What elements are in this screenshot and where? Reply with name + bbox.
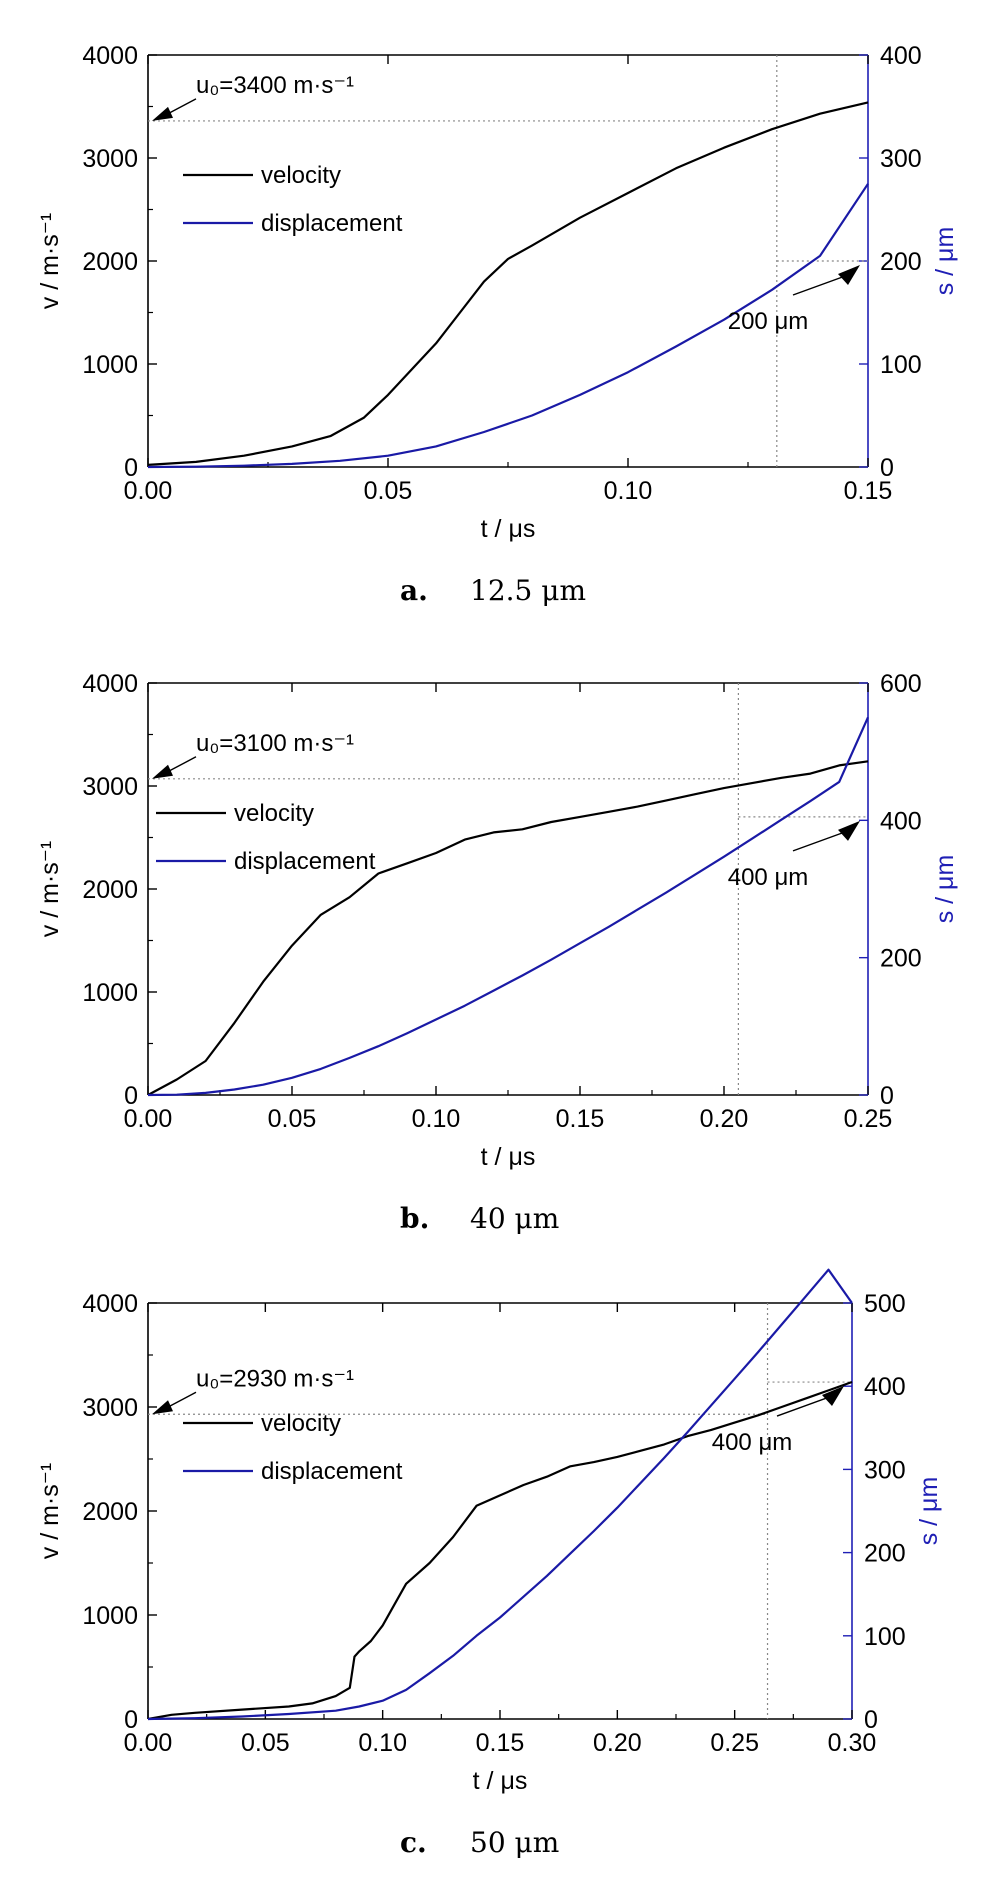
panel-a-displacement-arrow-head <box>838 265 860 285</box>
panel-b-y-right-tick-label: 400 <box>880 807 922 835</box>
panel-a-y-left-tick-label: 3000 <box>82 145 138 173</box>
panel-c-y-left-tick-label: 4000 <box>82 1290 138 1318</box>
panel-b-x-tick-label: 0.15 <box>556 1105 605 1133</box>
panel-a-x-tick-label: 0.10 <box>604 477 653 505</box>
panel-b-x-tick-label: 0.05 <box>268 1105 317 1133</box>
panel-b-displacement-annotation: 400 μm <box>728 864 809 891</box>
panel-a-y-right-axis-label: s / μm <box>931 227 959 296</box>
panel-c-y-left-axis-label: v / m·s⁻¹ <box>36 1463 64 1560</box>
panel-b-y-right-tick-label: 0 <box>880 1082 894 1110</box>
panel-c-y-right-axis-label: s / μm <box>915 1477 943 1546</box>
panel-b-series-displacement <box>147 716 870 1097</box>
panel-c-x-tick-label: 0.15 <box>476 1729 525 1757</box>
panel-b-series-velocity <box>147 760 869 1096</box>
panel-c-y-right-tick-label: 0 <box>864 1706 878 1734</box>
panel-c-legend-displacement-label: displacement <box>261 1458 403 1485</box>
panel-a-y-left-axis-label: v / m·s⁻¹ <box>36 213 64 310</box>
panel-a-y-left-tick-label: 4000 <box>82 42 138 70</box>
panel-c-y-left-tick-label: 1000 <box>82 1602 138 1630</box>
panel-c-y-left-tick-label: 3000 <box>82 1394 138 1422</box>
panel-a-caption-letter: a. <box>400 574 428 607</box>
panel-c-velocity-annotation: u₀=2930 m·s⁻¹ <box>196 1365 354 1392</box>
panel-a-y-right-tick-label: 400 <box>880 42 922 70</box>
panel-c-legend-velocity-label: velocity <box>261 1410 341 1437</box>
panel-b-y-left-axis-label: v / m·s⁻¹ <box>36 841 64 938</box>
panel-a-y-left-tick-label: 1000 <box>82 351 138 379</box>
panel-c-x-tick-label: 0.10 <box>358 1729 407 1757</box>
panel-a-y-right-tick-label: 0 <box>880 454 894 482</box>
panel-c-x-axis-label: t / μs <box>473 1767 528 1795</box>
panel-a-legend-velocity-label: velocity <box>261 162 341 189</box>
panel-c-velocity-arrow-head <box>152 1400 173 1415</box>
panel-b-displacement-arrow-head <box>838 820 860 841</box>
panel-b-legend-velocity-label: velocity <box>234 800 314 827</box>
panel-c-y-left-tick-label: 0 <box>124 1706 138 1734</box>
panel-c-series-displacement <box>147 1268 853 1721</box>
panel-c-x-tick-label: 0.30 <box>828 1729 877 1757</box>
panel-b-x-axis-label: t / μs <box>481 1143 536 1171</box>
panel-c-x-tick-label: 0.00 <box>124 1729 173 1757</box>
panel-b-caption-text: 40 μm <box>470 1202 559 1235</box>
panel-c-y-right-tick-label: 300 <box>864 1456 906 1484</box>
panel-b-legend-displacement-label: displacement <box>234 848 376 875</box>
panel-b-y-right-axis-label: s / μm <box>931 855 959 924</box>
panel-a-x-axis-label: t / μs <box>481 515 536 543</box>
panel-c-y-left-tick-label: 2000 <box>82 1498 138 1526</box>
panel-a-legend-displacement-label: displacement <box>261 210 403 237</box>
panel-c-displacement-annotation: 400 μm <box>712 1429 793 1456</box>
panel-c-displacement-arrow-line <box>776 1395 833 1417</box>
panel-a-series-displacement <box>147 183 869 469</box>
panel-a-y-right-tick-label: 100 <box>880 351 922 379</box>
panel-c-series-velocity <box>147 1380 853 1721</box>
panel-b-y-right-tick-label: 200 <box>880 945 922 973</box>
panel-a-y-right-tick-label: 300 <box>880 145 922 173</box>
panel-b-y-right-tick-label: 600 <box>880 670 922 698</box>
panel-a-y-left-tick-label: 0 <box>124 454 138 482</box>
panel-b-y-left-tick-label: 2000 <box>82 876 138 904</box>
panel-a-x-tick-label: 0.05 <box>364 477 413 505</box>
panel-a-y-right-tick-label: 200 <box>880 248 922 276</box>
panel-c-displacement-arrow-head <box>822 1386 844 1407</box>
panel-b-caption-letter: b. <box>400 1202 429 1235</box>
panel-c-y-right-tick-label: 200 <box>864 1540 906 1568</box>
panel-b-y-left-tick-label: 0 <box>124 1082 138 1110</box>
panel-b-y-left-tick-label: 1000 <box>82 979 138 1007</box>
panel-a-displacement-annotation: 200 μm <box>728 308 809 335</box>
panel-a-displacement-arrow-line <box>792 274 849 296</box>
panel-c-x-tick-label: 0.05 <box>241 1729 290 1757</box>
panel-b-x-tick-label: 0.10 <box>412 1105 461 1133</box>
panel-b-x-tick-label: 0.25 <box>844 1105 893 1133</box>
panel-b-velocity-arrow-head <box>152 764 173 779</box>
panel-b-y-left-tick-label: 4000 <box>82 670 138 698</box>
panel-a-x-tick-label: 0.15 <box>844 477 893 505</box>
panel-c-y-right-tick-label: 500 <box>864 1290 906 1318</box>
panel-a-velocity-annotation: u₀=3400 m·s⁻¹ <box>196 72 354 99</box>
panel-a-x-tick-label: 0.00 <box>124 477 173 505</box>
panel-b-displacement-arrow-line <box>792 830 849 852</box>
panel-a-series-velocity <box>147 101 869 466</box>
panel-a-caption-text: 12.5 μm <box>470 574 586 607</box>
panel-c-x-tick-label: 0.20 <box>593 1729 642 1757</box>
panel-a-velocity-arrow-head <box>152 106 173 121</box>
panel-c-caption-text: 50 μm <box>470 1826 559 1859</box>
panel-c-caption-letter: c. <box>400 1826 427 1859</box>
panel-c-y-right-tick-label: 100 <box>864 1623 906 1651</box>
panel-b-x-tick-label: 0.20 <box>700 1105 749 1133</box>
panel-b-y-left-tick-label: 3000 <box>82 773 138 801</box>
panel-b-x-tick-label: 0.00 <box>124 1105 173 1133</box>
panel-a-y-left-tick-label: 2000 <box>82 248 138 276</box>
panel-c-x-tick-label: 0.25 <box>710 1729 759 1757</box>
panel-b-velocity-annotation: u₀=3100 m·s⁻¹ <box>196 730 354 757</box>
panel-c-y-right-tick-label: 400 <box>864 1373 906 1401</box>
